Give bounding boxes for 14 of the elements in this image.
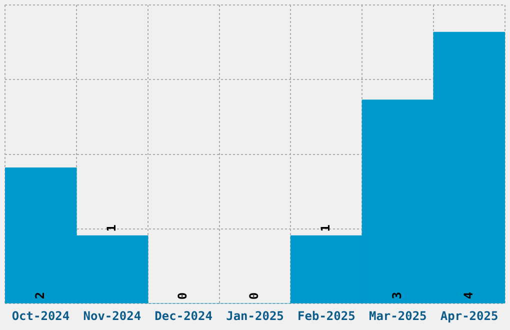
data-label: 0 [176, 292, 190, 300]
data-label: 2 [32, 292, 47, 300]
data-label: 0 [247, 292, 262, 300]
data-label: 4 [461, 292, 476, 300]
x-tick-label: Apr-2025 [440, 308, 498, 323]
data-label: 1 [104, 224, 118, 232]
data-label: 3 [390, 292, 404, 300]
x-tick-label: Jan-2025 [226, 308, 284, 323]
data-label: 1 [318, 224, 333, 232]
x-tick-label: Feb-2025 [298, 308, 356, 323]
x-tick-label: Mar-2025 [368, 308, 427, 323]
x-tick-label: Nov-2024 [83, 308, 142, 323]
x-tick-label: Dec-2024 [154, 308, 212, 323]
x-tick-label: Oct-2024 [12, 308, 70, 323]
